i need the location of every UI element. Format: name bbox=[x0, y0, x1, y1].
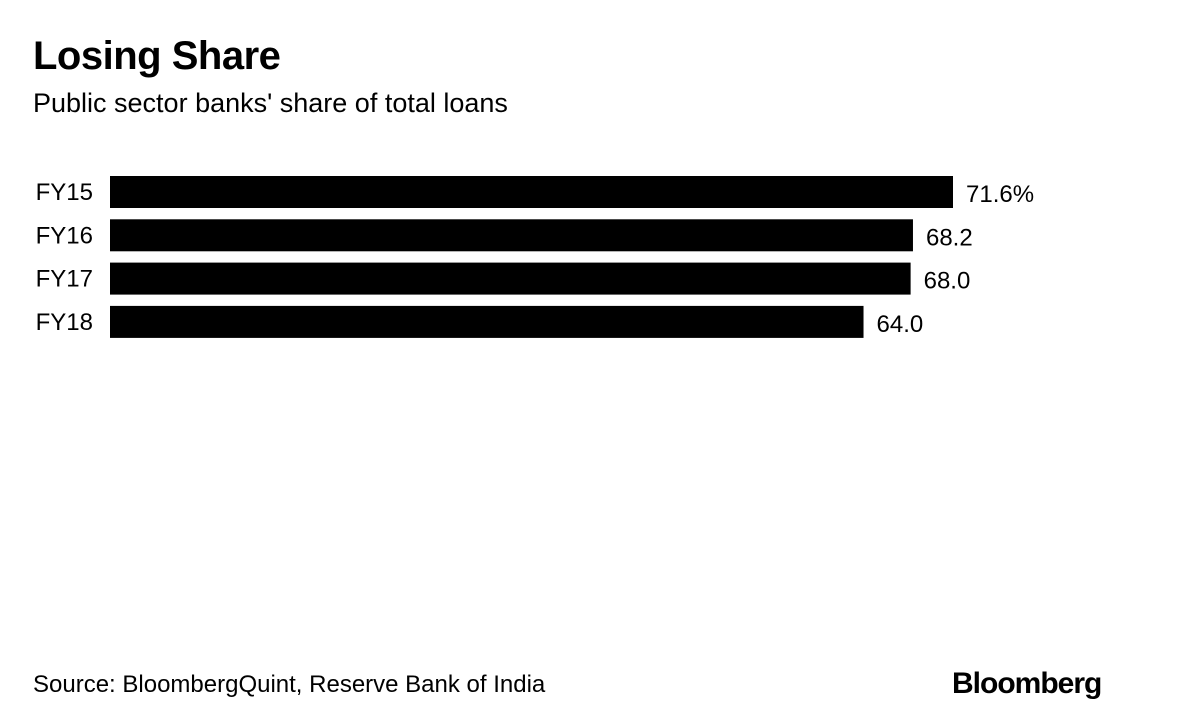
category-label: FY16 bbox=[36, 222, 93, 249]
bar bbox=[110, 219, 913, 252]
bar bbox=[110, 176, 953, 208]
chart-subtitle: Public sector banks' share of total loan… bbox=[33, 88, 508, 118]
category-label: FY15 bbox=[36, 179, 93, 206]
source-note: Source: BloombergQuint, Reserve Bank of … bbox=[33, 671, 546, 698]
value-label: 71.6% bbox=[966, 181, 1034, 208]
category-label: FY17 bbox=[36, 266, 93, 293]
value-label: 68.0 bbox=[924, 268, 971, 295]
value-label: 68.2 bbox=[926, 224, 973, 251]
bar bbox=[110, 262, 911, 295]
value-label: 64.0 bbox=[877, 311, 924, 338]
chart-title: Losing Share bbox=[33, 34, 281, 78]
bar bbox=[110, 305, 864, 338]
bloomberg-logo: Bloomberg bbox=[952, 667, 1102, 700]
category-label: FY18 bbox=[36, 309, 93, 336]
